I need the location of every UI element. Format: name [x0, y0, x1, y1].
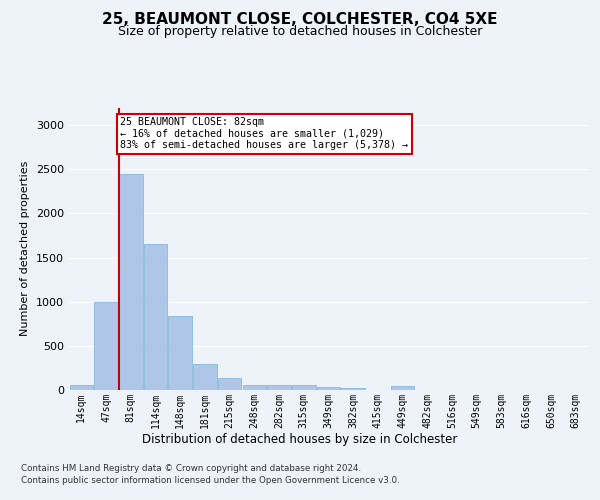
Bar [317, 388, 340, 390]
Bar [341, 388, 365, 390]
Bar [391, 386, 415, 390]
Bar [242, 385, 266, 390]
Bar [218, 378, 241, 390]
Text: Size of property relative to detached houses in Colchester: Size of property relative to detached ho… [118, 25, 482, 38]
Text: Contains public sector information licensed under the Open Government Licence v3: Contains public sector information licen… [21, 476, 400, 485]
Bar [268, 385, 291, 390]
Text: 25, BEAUMONT CLOSE, COLCHESTER, CO4 5XE: 25, BEAUMONT CLOSE, COLCHESTER, CO4 5XE [102, 12, 498, 28]
Bar [292, 385, 316, 390]
Bar [94, 302, 118, 390]
Bar [169, 316, 192, 390]
Bar [119, 174, 143, 390]
Text: 25 BEAUMONT CLOSE: 82sqm
← 16% of detached houses are smaller (1,029)
83% of sem: 25 BEAUMONT CLOSE: 82sqm ← 16% of detach… [120, 117, 408, 150]
Text: Contains HM Land Registry data © Crown copyright and database right 2024.: Contains HM Land Registry data © Crown c… [21, 464, 361, 473]
Bar [193, 364, 217, 390]
Y-axis label: Number of detached properties: Number of detached properties [20, 161, 31, 336]
Bar [144, 244, 167, 390]
Text: Distribution of detached houses by size in Colchester: Distribution of detached houses by size … [142, 432, 458, 446]
Bar [70, 384, 93, 390]
